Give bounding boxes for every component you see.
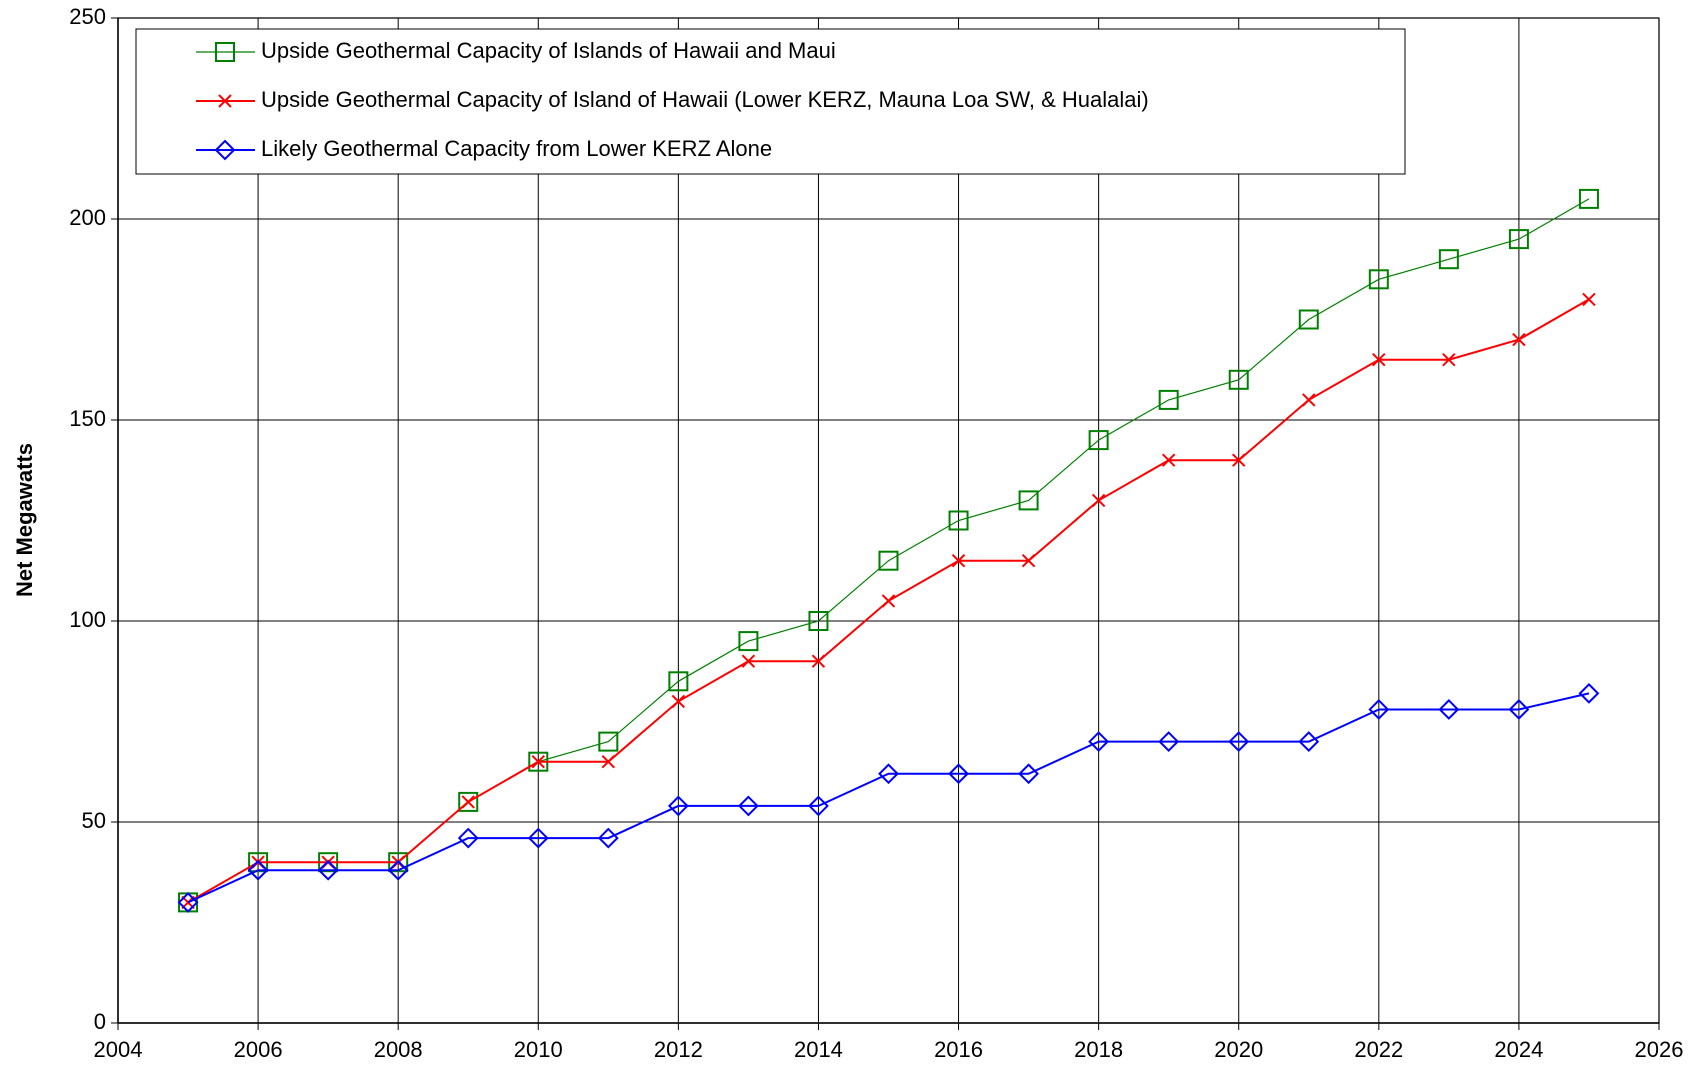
marker bbox=[1298, 309, 1319, 330]
marker bbox=[458, 791, 479, 812]
marker bbox=[1368, 699, 1390, 720]
marker bbox=[527, 827, 549, 849]
marker bbox=[1021, 553, 1036, 568]
x-tick-label: 2018 bbox=[1074, 1037, 1123, 1062]
marker bbox=[1158, 389, 1179, 410]
y-axis-label: Net Megawatts bbox=[12, 443, 37, 597]
marker bbox=[671, 694, 686, 709]
marker bbox=[808, 611, 829, 631]
marker bbox=[951, 553, 966, 568]
series-line bbox=[187, 692, 1590, 904]
x-tick-label: 2024 bbox=[1494, 1037, 1543, 1062]
marker bbox=[1438, 249, 1459, 270]
marker bbox=[1018, 490, 1039, 511]
legend-label: Upside Geothermal Capacity of Island of … bbox=[261, 87, 1149, 112]
marker bbox=[948, 510, 969, 531]
marker bbox=[214, 139, 236, 161]
marker bbox=[811, 654, 826, 668]
marker bbox=[1228, 369, 1249, 390]
marker bbox=[1088, 430, 1109, 451]
x-tick-label: 2012 bbox=[654, 1037, 703, 1062]
marker bbox=[1508, 699, 1530, 720]
x-tick-label: 2022 bbox=[1354, 1037, 1403, 1062]
marker bbox=[1228, 731, 1250, 753]
marker bbox=[1582, 292, 1596, 307]
marker bbox=[878, 550, 899, 571]
marker bbox=[601, 754, 616, 769]
marker bbox=[461, 795, 475, 809]
marker bbox=[808, 795, 829, 817]
x-tick-label: 2010 bbox=[514, 1037, 563, 1062]
x-tick-label: 2004 bbox=[94, 1037, 143, 1062]
marker bbox=[1091, 493, 1106, 508]
marker bbox=[737, 795, 759, 817]
y-tick-label: 200 bbox=[69, 205, 106, 230]
marker bbox=[667, 795, 689, 817]
marker bbox=[1161, 453, 1176, 467]
marker bbox=[1088, 731, 1110, 753]
marker bbox=[1302, 393, 1316, 407]
marker bbox=[738, 631, 759, 652]
marker bbox=[1372, 352, 1386, 367]
legend-label: Upside Geothermal Capacity of Islands of… bbox=[261, 38, 836, 63]
marker bbox=[215, 42, 235, 62]
legend-box bbox=[135, 28, 1406, 175]
marker bbox=[741, 654, 756, 668]
x-tick-label: 2026 bbox=[1635, 1037, 1684, 1062]
x-tick-label: 2006 bbox=[234, 1037, 283, 1062]
marker bbox=[1508, 229, 1529, 250]
marker bbox=[668, 671, 689, 692]
marker bbox=[948, 763, 969, 785]
marker bbox=[218, 94, 232, 108]
x-tick-label: 2008 bbox=[374, 1037, 423, 1062]
legend: Upside Geothermal Capacity of Islands of… bbox=[135, 28, 1406, 175]
y-tick-label: 50 bbox=[82, 808, 106, 833]
x-tick-label: 2014 bbox=[794, 1037, 843, 1062]
marker bbox=[1368, 269, 1389, 290]
marker bbox=[1298, 731, 1320, 753]
marker bbox=[457, 827, 479, 849]
y-tick-label: 0 bbox=[94, 1009, 106, 1034]
marker bbox=[317, 859, 339, 881]
marker bbox=[531, 754, 545, 769]
marker bbox=[878, 763, 899, 785]
marker bbox=[881, 594, 896, 608]
y-tick-label: 100 bbox=[69, 607, 106, 632]
marker bbox=[1578, 188, 1599, 209]
marker bbox=[1158, 731, 1180, 753]
plot-area bbox=[117, 17, 1660, 1024]
marker bbox=[177, 891, 199, 913]
marker bbox=[1512, 332, 1526, 347]
y-tick-label: 150 bbox=[69, 406, 106, 431]
marker bbox=[247, 859, 269, 881]
y-tick-label: 250 bbox=[69, 4, 106, 29]
marker bbox=[1018, 763, 1040, 785]
legend-label: Likely Geothermal Capacity from Lower KE… bbox=[261, 136, 772, 161]
x-tick-label: 2020 bbox=[1214, 1037, 1263, 1062]
marker bbox=[1442, 352, 1456, 367]
x-tick-label: 2016 bbox=[934, 1037, 983, 1062]
marker bbox=[598, 731, 619, 752]
marker bbox=[387, 859, 409, 881]
marker bbox=[1438, 699, 1460, 720]
marker bbox=[597, 827, 619, 849]
marker bbox=[1232, 453, 1246, 467]
marker bbox=[1578, 682, 1600, 704]
